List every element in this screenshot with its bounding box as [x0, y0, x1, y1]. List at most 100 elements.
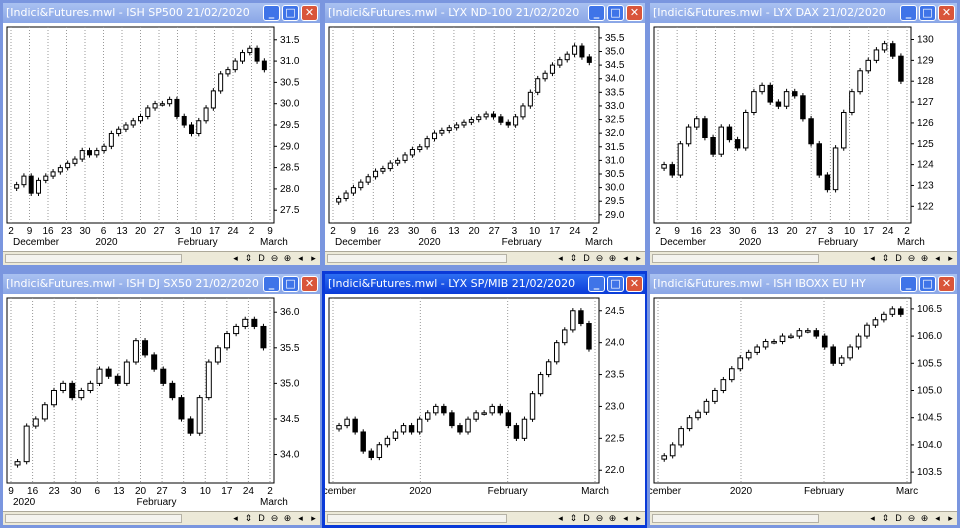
prev-icon[interactable]: ◂	[935, 253, 940, 263]
close-button[interactable]: ✕	[626, 5, 643, 21]
x-tick-label: 2	[267, 486, 273, 497]
close-button[interactable]: ✕	[301, 5, 318, 21]
sync-icon[interactable]: ⇕	[569, 513, 578, 523]
chart-window-iboxx[interactable]: [Indici&Futures.mwl - ISH IBOXX EU HY _ □ ✕…	[647, 271, 960, 528]
close-button[interactable]: ✕	[938, 276, 955, 292]
zoom-in-icon[interactable]: ⊕	[920, 253, 929, 263]
candle	[535, 75, 541, 96]
zoom-out-icon[interactable]: ⊖	[270, 513, 279, 523]
horizontal-scrollbar[interactable]	[5, 254, 182, 263]
timeframe-button[interactable]: D	[258, 513, 265, 523]
window-titlebar[interactable]: [Indici&Futures.mwl - ISH SP500 21/02/20…	[3, 3, 320, 23]
sync-icon[interactable]: ⇕	[244, 253, 253, 263]
scroll-left-icon[interactable]: ◂	[558, 513, 563, 523]
timeframe-button[interactable]: D	[895, 253, 902, 263]
zoom-in-icon[interactable]: ⊕	[608, 513, 617, 523]
scroll-left-icon[interactable]: ◂	[558, 253, 563, 263]
horizontal-scrollbar[interactable]	[652, 254, 819, 263]
sync-icon[interactable]: ⇕	[881, 513, 890, 523]
candle	[417, 143, 423, 153]
zoom-out-icon[interactable]: ⊖	[595, 513, 604, 523]
sync-icon[interactable]: ⇕	[244, 513, 253, 523]
scroll-left-icon[interactable]: ◂	[870, 513, 875, 523]
candle	[35, 177, 42, 196]
zoom-in-icon[interactable]: ⊕	[608, 253, 617, 263]
timeframe-button[interactable]: D	[895, 513, 902, 523]
maximize-button[interactable]: □	[282, 276, 299, 292]
zoom-in-icon[interactable]: ⊕	[920, 513, 929, 523]
next-icon[interactable]: ▸	[948, 253, 953, 263]
x-tick-label: 2020	[730, 486, 753, 497]
horizontal-scrollbar[interactable]	[327, 254, 507, 263]
chart-plot[interactable]: December 2020 February Marc 106.5 106.0 105.5 1…	[650, 294, 951, 509]
window-titlebar[interactable]: [Indici&Futures.mwl - LYX DAX 21/02/2020…	[650, 3, 957, 23]
chart-window-dax[interactable]: [Indici&Futures.mwl - LYX DAX 21/02/2020…	[647, 0, 960, 268]
x-tick-label: 6	[751, 226, 757, 237]
next-icon[interactable]: ▸	[636, 253, 641, 263]
timeframe-button[interactable]: D	[258, 253, 265, 263]
timeframe-button[interactable]: D	[583, 513, 590, 523]
candle	[159, 100, 165, 107]
candle	[145, 105, 151, 120]
minimize-button[interactable]: _	[588, 276, 605, 292]
minimize-button[interactable]: _	[900, 276, 917, 292]
chart-plot[interactable]: 9 16 23 30 6 13 20 27 3 10 17 24 2 2020 February March 3…	[3, 294, 314, 509]
minimize-button[interactable]: _	[263, 5, 280, 21]
close-button[interactable]: ✕	[301, 276, 318, 292]
scroll-left-icon[interactable]: ◂	[233, 513, 238, 523]
next-icon[interactable]: ▸	[636, 513, 641, 523]
minimize-button[interactable]: _	[900, 5, 917, 21]
chart-plot[interactable]: 2 9 16 23 30 6 13 20 27 3 10 17 24 2 December 2020 Febru…	[325, 23, 639, 249]
prev-icon[interactable]: ◂	[935, 513, 940, 523]
timeframe-button[interactable]: D	[583, 253, 590, 263]
window-titlebar[interactable]: [Indici&Futures.mwl - LYX SP/MIB 21/02/2…	[325, 274, 645, 294]
chart-window-sx50[interactable]: [Indici&Futures.mwl - ISH DJ SX50 21/02/…	[0, 271, 323, 528]
candle	[196, 394, 203, 436]
candle	[796, 327, 803, 339]
maximize-button[interactable]: □	[607, 276, 624, 292]
prev-icon[interactable]: ◂	[623, 513, 628, 523]
candle	[78, 387, 85, 401]
horizontal-scrollbar[interactable]	[327, 514, 507, 523]
sync-icon[interactable]: ⇕	[881, 253, 890, 263]
prev-icon[interactable]: ◂	[298, 253, 303, 263]
scroll-left-icon[interactable]: ◂	[233, 253, 238, 263]
prev-icon[interactable]: ◂	[623, 253, 628, 263]
chart-plot[interactable]: 2 9 16 23 30 6 13 20 27 3 10 17 24 2 9 December 2020 Febr…	[3, 23, 314, 249]
horizontal-scrollbar[interactable]	[5, 514, 182, 523]
window-titlebar[interactable]: [Indici&Futures.mwl - ISH DJ SX50 21/02/…	[3, 274, 320, 294]
zoom-in-icon[interactable]: ⊕	[283, 253, 292, 263]
chart-plot[interactable]: 2 9 16 23 30 6 13 20 27 3 10 17 24 2 December 2020 Febru…	[650, 23, 951, 249]
chart-window-sp500[interactable]: [Indici&Futures.mwl - ISH SP500 21/02/20…	[0, 0, 323, 268]
zoom-out-icon[interactable]: ⊖	[907, 253, 916, 263]
zoom-out-icon[interactable]: ⊖	[595, 253, 604, 263]
next-icon[interactable]: ▸	[948, 513, 953, 523]
y-tick-label: 22.0	[605, 465, 625, 476]
zoom-out-icon[interactable]: ⊖	[270, 253, 279, 263]
next-icon[interactable]: ▸	[311, 253, 316, 263]
maximize-button[interactable]: □	[282, 5, 299, 21]
maximize-button[interactable]: □	[919, 5, 936, 21]
candle	[14, 181, 20, 192]
chart-window-spmib[interactable]: [Indici&Futures.mwl - LYX SP/MIB 21/02/2…	[322, 271, 648, 528]
scroll-left-icon[interactable]: ◂	[870, 253, 875, 263]
chart-window-nd100[interactable]: [Indici&Futures.mwl - LYX ND-100 21/02/2…	[322, 0, 648, 268]
close-button[interactable]: ✕	[938, 5, 955, 21]
window-titlebar[interactable]: [Indici&Futures.mwl - LYX ND-100 21/02/2…	[325, 3, 645, 23]
zoom-in-icon[interactable]: ⊕	[283, 513, 292, 523]
maximize-button[interactable]: □	[919, 276, 936, 292]
maximize-button[interactable]: □	[607, 5, 624, 21]
next-icon[interactable]: ▸	[311, 513, 316, 523]
candle	[481, 410, 487, 416]
chart-plot[interactable]: December 2020 February March 24.5 24.0 23.5 23.…	[325, 294, 639, 509]
x-tick-label: 20	[135, 486, 147, 497]
close-button[interactable]: ✕	[626, 276, 643, 292]
sync-icon[interactable]: ⇕	[569, 253, 578, 263]
horizontal-scrollbar[interactable]	[652, 514, 819, 523]
minimize-button[interactable]: _	[263, 276, 280, 292]
candle	[881, 311, 887, 323]
zoom-out-icon[interactable]: ⊖	[907, 513, 916, 523]
window-titlebar[interactable]: [Indici&Futures.mwl - ISH IBOXX EU HY _ □ ✕	[650, 274, 957, 294]
minimize-button[interactable]: _	[588, 5, 605, 21]
prev-icon[interactable]: ◂	[298, 513, 303, 523]
